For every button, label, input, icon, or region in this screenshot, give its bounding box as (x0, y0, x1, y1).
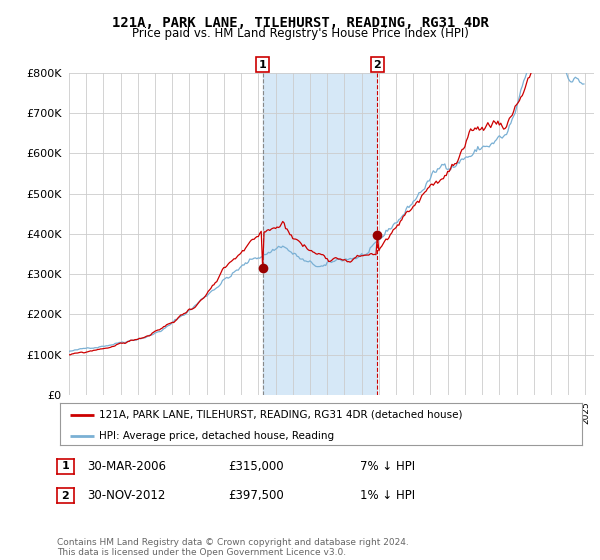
Text: HPI: Average price, detached house, Reading: HPI: Average price, detached house, Read… (99, 431, 334, 441)
Text: 2: 2 (374, 59, 382, 69)
Text: 1% ↓ HPI: 1% ↓ HPI (360, 489, 415, 502)
Text: Price paid vs. HM Land Registry's House Price Index (HPI): Price paid vs. HM Land Registry's House … (131, 27, 469, 40)
Text: 7% ↓ HPI: 7% ↓ HPI (360, 460, 415, 473)
Text: 121A, PARK LANE, TILEHURST, READING, RG31 4DR (detached house): 121A, PARK LANE, TILEHURST, READING, RG3… (99, 410, 463, 420)
Text: 30-MAR-2006: 30-MAR-2006 (87, 460, 166, 473)
Text: 1: 1 (259, 59, 266, 69)
Text: 121A, PARK LANE, TILEHURST, READING, RG31 4DR: 121A, PARK LANE, TILEHURST, READING, RG3… (112, 16, 488, 30)
Text: £397,500: £397,500 (228, 489, 284, 502)
Text: Contains HM Land Registry data © Crown copyright and database right 2024.
This d: Contains HM Land Registry data © Crown c… (57, 538, 409, 557)
Text: £315,000: £315,000 (228, 460, 284, 473)
Bar (263, 73, 377, 395)
Text: 2: 2 (62, 491, 69, 501)
Text: 30-NOV-2012: 30-NOV-2012 (87, 489, 166, 502)
Text: 1: 1 (62, 461, 69, 472)
